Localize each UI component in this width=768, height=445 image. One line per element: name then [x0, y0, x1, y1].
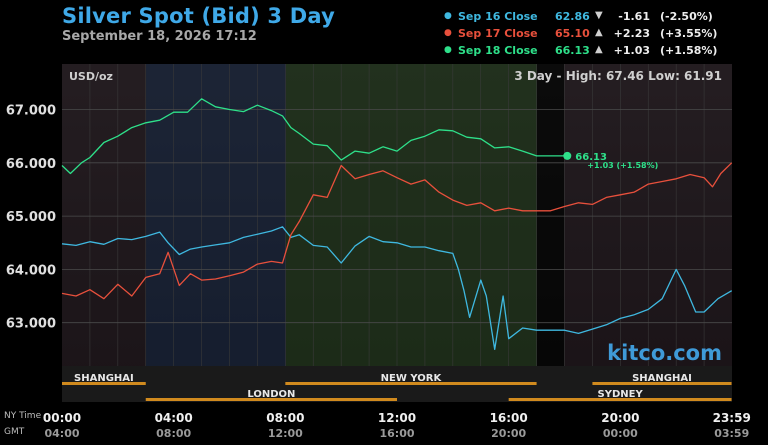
- session-label: NEW YORK: [381, 373, 443, 384]
- session-bar: [145, 398, 397, 401]
- x-tick-label-gmt: 12:00: [268, 427, 303, 440]
- session-label: SYDNEY: [598, 389, 644, 400]
- legend-change: +1.03: [613, 44, 650, 57]
- legend-percent: (-2.50%): [660, 10, 713, 23]
- legend-price: 62.86: [555, 10, 590, 23]
- session-bar: [592, 382, 732, 385]
- kitco-watermark: kitco.com: [607, 341, 722, 365]
- x-tick-label-gmt: 03:59: [714, 427, 749, 440]
- y-tick-label: 63.000: [6, 317, 56, 332]
- session-bars: SHANGHAI NEW YORK SHANGHAI LONDON SYDNEY: [62, 373, 732, 401]
- x-tick-label-ny: 04:00: [155, 411, 193, 425]
- closed-session-shade: [537, 64, 564, 380]
- down-arrow-icon: ▼: [595, 10, 603, 21]
- gmt-label: GMT: [4, 427, 25, 437]
- x-tick-label-ny: 08:00: [266, 411, 304, 425]
- session-label: LONDON: [247, 389, 295, 400]
- legend-name: Sep 16 Close: [458, 10, 538, 23]
- up-arrow-icon: ▲: [595, 44, 603, 55]
- last-change-label: +1.03 (+1.58%): [587, 161, 658, 170]
- legend-dot-icon: ●: [444, 45, 452, 55]
- session-bar: [508, 398, 732, 401]
- ny-time-label: NY Time: [4, 411, 42, 421]
- last-price-label: 66.13: [575, 152, 607, 163]
- range-summary: 3 Day - High: 67.46 Low: 61.91: [514, 69, 722, 83]
- x-tick-label-gmt: 20:00: [491, 427, 526, 440]
- x-tick-label-gmt: 00:00: [603, 427, 638, 440]
- unit-label: USD/oz: [69, 70, 113, 83]
- legend-percent: (+3.55%): [660, 27, 718, 40]
- legend-change: +2.23: [613, 27, 650, 40]
- session-bar: [62, 382, 146, 385]
- x-axis-labels: 00:00 04:00 08:00 12:00 16:00 20:00 23:59 04:00…: [43, 411, 751, 440]
- series-lines: [61, 98, 733, 351]
- legend-dot-icon: ●: [444, 28, 452, 38]
- last-price-marker: [563, 151, 572, 160]
- session-label: SHANGHAI: [632, 373, 692, 384]
- y-tick-label: 65.000: [6, 210, 56, 225]
- london-session-shade: [146, 64, 286, 380]
- legend-percent: (+1.58%): [660, 44, 718, 57]
- timestamp: September 18, 2026 17:12: [62, 29, 257, 44]
- page-title: Silver Spot (Bid) 3 Day: [62, 4, 335, 28]
- y-tick-label: 64.000: [6, 263, 56, 278]
- y-tick-label: 67.000: [6, 104, 56, 119]
- y-axis-labels: 63.000 64.000 65.000 66.000 67.000: [6, 104, 56, 332]
- legend-name: Sep 17 Close: [458, 27, 538, 40]
- up-arrow-icon: ▲: [595, 27, 603, 38]
- legend-price: 65.10: [555, 27, 590, 40]
- x-tick-label-gmt: 08:00: [156, 427, 191, 440]
- x-tick-label-ny: 16:00: [490, 411, 528, 425]
- session-label: SHANGHAI: [74, 373, 134, 384]
- legend-name: Sep 18 Close: [458, 44, 538, 57]
- y-tick-label: 66.000: [6, 157, 56, 172]
- x-tick-label-ny: 00:00: [43, 411, 81, 425]
- legend-change: -1.61: [618, 10, 650, 23]
- legend-price: 66.13: [555, 44, 590, 57]
- session-bar: [285, 382, 537, 385]
- x-tick-label-gmt: 04:00: [44, 427, 79, 440]
- x-tick-label-ny: 12:00: [378, 411, 416, 425]
- x-tick-label-gmt: 16:00: [379, 427, 414, 440]
- series-line-sep16: [61, 226, 733, 351]
- newyork-session-shade: [286, 64, 537, 380]
- x-tick-label-ny: 23:59: [713, 411, 751, 425]
- series-line-sep17: [61, 162, 733, 300]
- grid-lines: [62, 64, 732, 366]
- legend-dot-icon: ●: [444, 11, 452, 21]
- x-tick-label-ny: 20:00: [601, 411, 639, 425]
- series-line-sep18: [61, 98, 568, 175]
- shanghai-session-shade: [62, 64, 146, 380]
